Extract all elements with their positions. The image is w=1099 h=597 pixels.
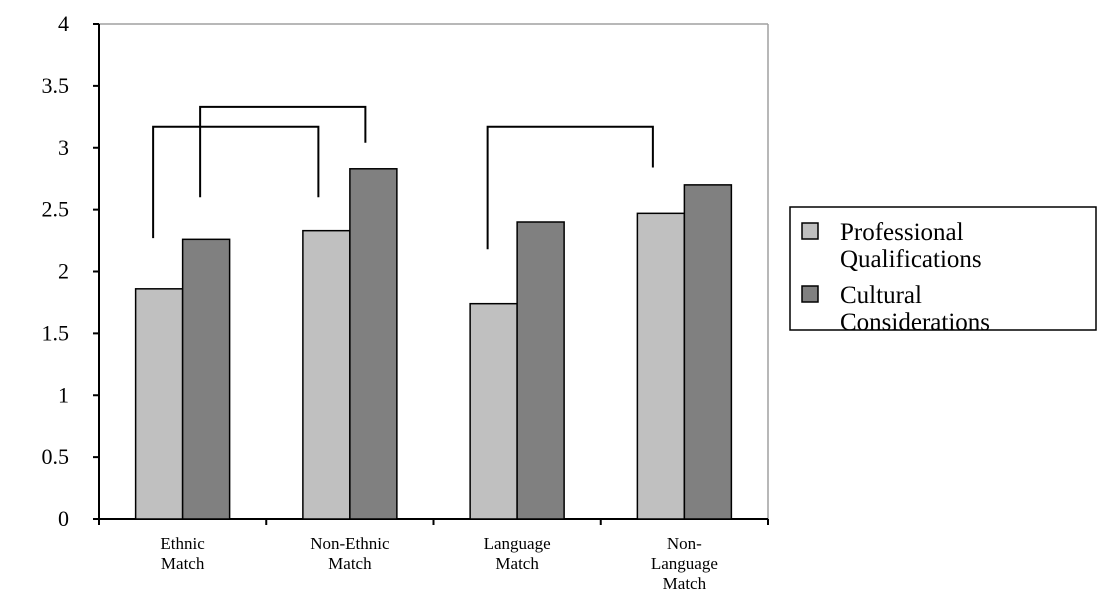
y-tick-label: 0 <box>58 506 69 531</box>
bars <box>134 168 733 520</box>
significance-bracket <box>486 125 654 250</box>
y-tick-label: 0.5 <box>42 444 70 469</box>
bar-professional-qualifications <box>134 288 184 520</box>
legend-box <box>789 206 1097 331</box>
x-category-label: Non-Ethnic Match <box>310 534 390 573</box>
bar-cultural-considerations <box>349 168 398 520</box>
legend-label: Cultural Considerations <box>840 282 990 336</box>
x-axis: Ethnic Match Non-Ethnic Match Language Match N… <box>98 518 769 593</box>
legend-swatch <box>801 285 819 303</box>
y-tick-label: 1 <box>58 382 69 407</box>
bar-professional-qualifications <box>302 229 351 520</box>
y-tick-label: 4 <box>58 11 69 36</box>
significance-brackets <box>152 105 654 250</box>
y-tick-label: 2 <box>58 259 69 284</box>
y-tick-label: 3.5 <box>42 73 70 98</box>
significance-bracket <box>152 125 320 239</box>
legend: Professional Qualifications Cultural Consid… <box>789 206 1097 336</box>
legend-swatch <box>801 222 819 240</box>
x-category-label: Ethnic Match <box>160 534 205 573</box>
bar-cultural-considerations <box>683 184 733 520</box>
x-category-label: Non-Language Match <box>651 534 718 593</box>
bar-cultural-considerations <box>516 221 565 520</box>
bar-professional-qualifications <box>469 302 518 520</box>
y-tick-label: 3 <box>58 135 69 160</box>
plot-area <box>99 23 769 519</box>
legend-label: Professional Qualifications <box>840 219 982 273</box>
y-axis: 0 0.5 1 1.5 2 2.5 3 3.5 4 <box>42 11 100 531</box>
significance-bracket <box>199 105 367 198</box>
y-tick-label: 2.5 <box>42 197 70 222</box>
y-tick-label: 1.5 <box>42 320 70 345</box>
bar-professional-qualifications <box>636 212 686 520</box>
x-category-label: Language Match <box>484 534 551 573</box>
bar-cultural-considerations <box>181 238 231 520</box>
